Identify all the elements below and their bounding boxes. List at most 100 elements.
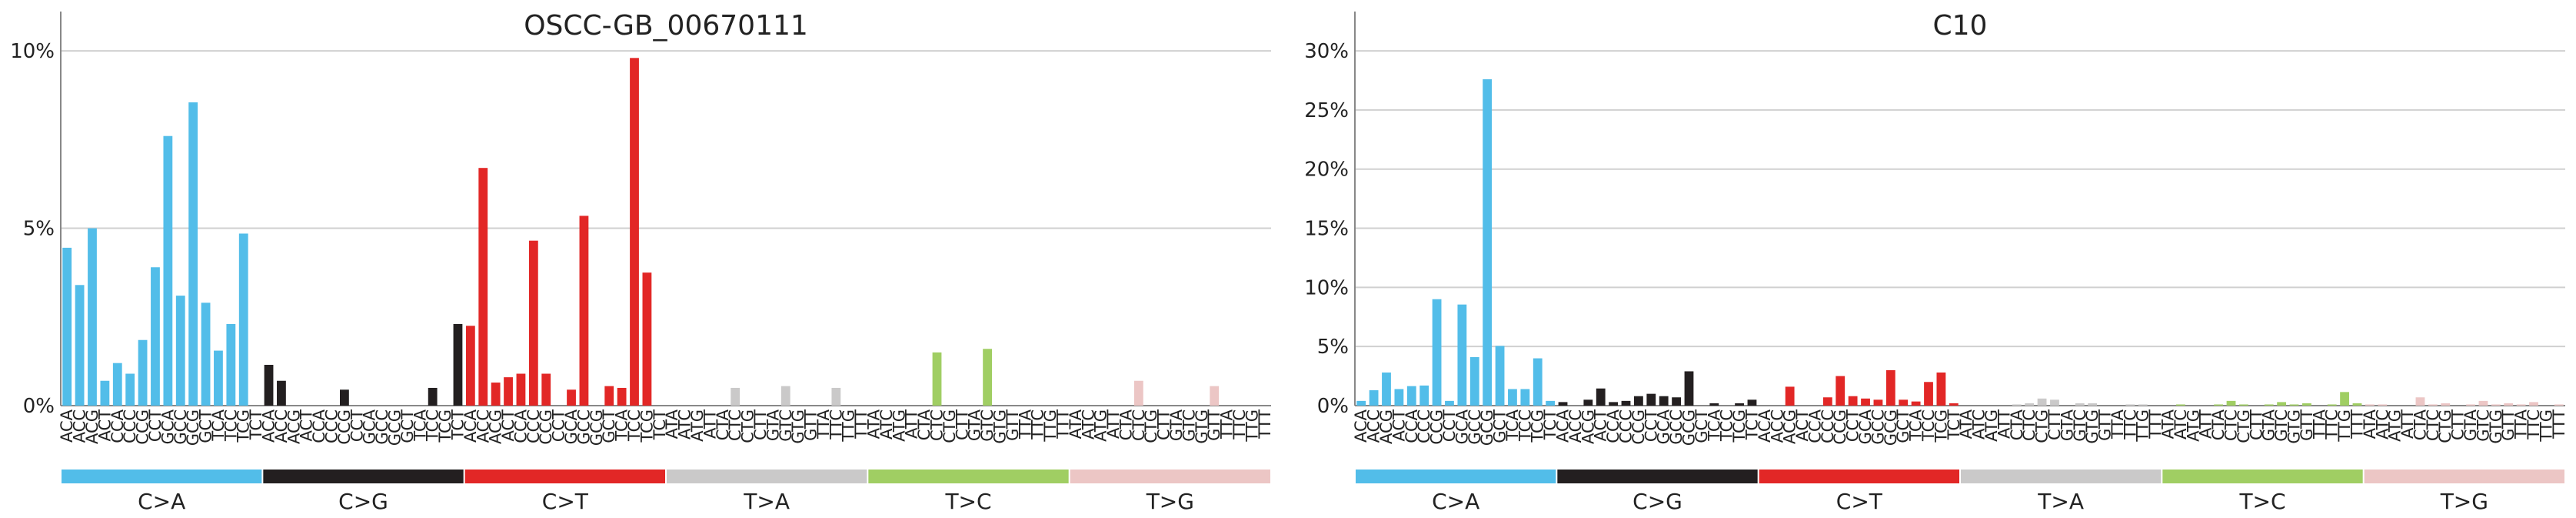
bar: [1445, 400, 1454, 406]
bar: [2340, 392, 2349, 406]
bar: [340, 389, 349, 406]
bar: [1546, 400, 1556, 406]
x-tick-label: ATA: [2159, 409, 2178, 439]
x-tick-label: TTT: [1256, 409, 1274, 439]
bar: [2239, 404, 2248, 406]
bar: [2037, 398, 2047, 406]
bar: [1356, 400, 1366, 406]
x-tick-label: ACT: [499, 409, 518, 442]
x-tick-label: CCG: [134, 409, 152, 445]
x-tick-label: CTA: [714, 409, 732, 440]
x-tick-label: CTG: [739, 409, 757, 443]
x-tick-label: CCG: [537, 409, 555, 445]
bar: [201, 302, 211, 406]
x-tick-label: CCG: [1629, 409, 1648, 445]
bar: [1457, 304, 1467, 406]
group-bar: [868, 470, 1069, 483]
x-tick-label: CCT: [550, 409, 568, 442]
x-tick-label: GCG: [587, 409, 606, 446]
x-tick-label: TTG: [2537, 409, 2555, 443]
x-tick-label: CCA: [108, 409, 127, 443]
bar: [516, 373, 526, 406]
x-tick-label: ACA: [1554, 409, 1573, 443]
x-tick-label: TTA: [2310, 409, 2328, 439]
bar: [112, 363, 122, 406]
x-tick-label: ACT: [298, 409, 316, 442]
bar: [163, 135, 173, 406]
x-tick-label: GCC: [574, 409, 593, 445]
x-tick-label: ACT: [1592, 409, 1610, 442]
x-tick-label: ACG: [1781, 409, 1799, 444]
x-tick-label: ATG: [2386, 409, 2405, 442]
x-tick-label: CTG: [940, 409, 959, 443]
x-tick-label: TCG: [235, 409, 253, 443]
bar: [579, 216, 589, 406]
x-tick-label: ATC: [1079, 409, 1097, 439]
x-tick-label: ATC: [676, 409, 694, 439]
bar: [2138, 404, 2148, 406]
bar: [1558, 402, 1568, 406]
bar: [2352, 403, 2362, 406]
x-tick-label: ACA: [260, 409, 278, 443]
x-tick-label: GCC: [373, 409, 391, 445]
x-tick-label: TCG: [637, 409, 656, 443]
bar: [1382, 372, 1391, 406]
x-tick-label: GCA: [1453, 409, 1471, 444]
x-tick-label: GCA: [1655, 409, 1673, 444]
x-tick-label: ACC: [1768, 409, 1786, 443]
x-tick-label: TTG: [840, 409, 858, 443]
bar: [2289, 404, 2299, 406]
x-tick-label: ACA: [461, 409, 480, 443]
x-tick-label: CTT: [751, 409, 770, 440]
x-tick-label: ATA: [1067, 409, 1085, 439]
x-tick-label: GTC: [777, 409, 795, 442]
x-tick-label: ACA: [1756, 409, 1774, 443]
x-tick-label: CTC: [928, 409, 947, 441]
x-tick-label: CTA: [915, 409, 934, 440]
x-tick-label: ATG: [688, 409, 707, 442]
group-bar: [1759, 470, 1959, 483]
bar: [2327, 404, 2337, 406]
y-tick-label: 0%: [1317, 395, 1349, 418]
bar: [2277, 402, 2286, 406]
bar: [428, 387, 438, 406]
group-label: C>G: [338, 489, 388, 514]
bar: [1822, 397, 1832, 406]
bar: [1684, 371, 1694, 406]
bar: [465, 326, 475, 406]
x-tick-label: TTT: [852, 409, 870, 439]
y-tick-label: 5%: [1317, 336, 1349, 359]
x-tick-label: CTA: [2008, 409, 2026, 440]
x-tick-label: TCA: [411, 409, 429, 441]
x-tick-label: CTC: [2020, 409, 2039, 441]
x-tick-label: GCC: [1466, 409, 1484, 445]
bar: [1583, 399, 1593, 406]
y-tick-label: 5%: [23, 218, 55, 241]
x-tick-label: ATT: [2197, 409, 2215, 439]
x-tick-label: GCA: [562, 409, 581, 444]
x-tick-label: CCC: [1415, 409, 1433, 443]
bar: [617, 387, 627, 406]
chart-title-signature: C10: [1933, 10, 1988, 42]
x-tick-label: GCG: [1478, 409, 1496, 446]
group-bar: [2162, 470, 2363, 483]
bar: [1861, 398, 1870, 406]
bar: [1634, 396, 1643, 406]
x-tick-label: CTA: [2411, 409, 2429, 440]
bar: [630, 58, 639, 406]
x-tick-label: TCA: [209, 409, 228, 441]
x-tick-label: TTC: [2121, 409, 2139, 440]
x-tick-label: TCT: [247, 409, 265, 440]
x-tick-label: ATA: [663, 409, 681, 439]
bar: [1609, 402, 1619, 406]
panel-sample: OSCC-GB_00670111 0%5%10%ACAACCACGACTCCAC…: [10, 10, 1274, 514]
bar: [277, 380, 286, 406]
group-label: C>A: [138, 489, 185, 514]
y-tick-label: 0%: [23, 395, 55, 418]
bar: [1432, 299, 1442, 406]
bar: [175, 296, 185, 406]
x-tick-label: ATT: [903, 409, 921, 439]
x-tick-label: ATG: [2184, 409, 2202, 442]
x-tick-label: ATC: [2172, 409, 2190, 439]
